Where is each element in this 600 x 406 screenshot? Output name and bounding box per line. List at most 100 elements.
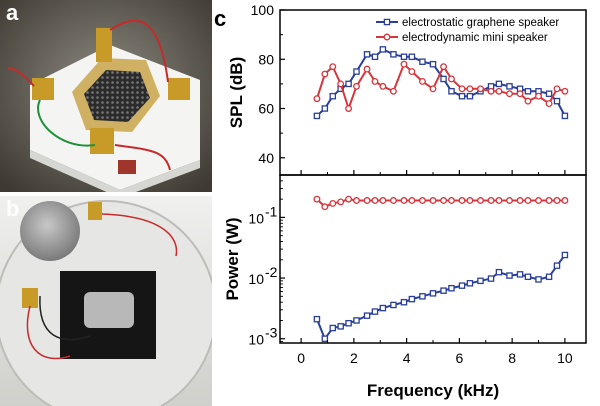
data-point-power-graphene	[466, 280, 474, 287]
y-tick-label-spl: 60	[258, 101, 274, 117]
data-point-power-graphene	[379, 304, 387, 312]
data-point-spl-graphene	[345, 80, 352, 88]
series-line-power-mini	[316, 198, 565, 208]
data-point-spl-mini	[553, 85, 561, 93]
data-point-spl-graphene	[429, 60, 437, 68]
data-point-spl-graphene	[553, 97, 561, 105]
data-point-spl-mini	[345, 105, 353, 112]
y-tick-label-spl: 40	[258, 150, 274, 166]
data-point-power-graphene	[419, 293, 426, 300]
x-tick-label: 4	[403, 350, 411, 366]
data-point-power-mini	[516, 197, 524, 204]
data-point-power-mini	[345, 195, 353, 203]
data-point-power-mini	[371, 197, 379, 204]
series-line-spl-graphene	[316, 48, 566, 117]
photo-panel-b: b	[0, 196, 212, 406]
data-point-power-mini	[561, 197, 569, 204]
data-point-power-graphene	[400, 298, 408, 306]
x-tick-label: 10	[557, 350, 573, 366]
data-point-power-graphene	[390, 301, 397, 309]
data-point-power-mini	[466, 197, 474, 204]
data-point-spl-mini	[535, 92, 542, 100]
legend-entry: electrostatic graphene speaker	[402, 17, 559, 29]
data-point-power-graphene	[408, 295, 416, 303]
data-point-power-graphene	[477, 277, 484, 285]
data-point-power-graphene	[458, 282, 466, 289]
data-point-power-mini	[313, 195, 321, 203]
data-point-spl-graphene	[440, 75, 447, 83]
data-point-spl-mini	[313, 95, 321, 103]
data-point-power-mini	[379, 197, 387, 204]
data-point-spl-mini	[379, 82, 387, 90]
data-point-power-graphene	[371, 308, 379, 315]
x-axis-label: Frequency (kHz)	[367, 381, 499, 400]
data-point-spl-graphene	[390, 51, 397, 58]
panel-label-c: c	[214, 6, 226, 31]
data-point-power-graphene	[524, 273, 532, 281]
data-point-power-graphene	[448, 284, 455, 292]
data-point-spl-graphene	[408, 53, 416, 61]
series-line-spl-mini	[315, 62, 566, 112]
data-point-power-graphene	[329, 324, 337, 332]
data-point-spl-graphene	[466, 92, 474, 100]
data-point-power-graphene	[561, 251, 569, 259]
data-point-power-mini	[535, 197, 542, 204]
data-point-spl-graphene	[400, 53, 408, 61]
data-point-spl-graphene	[561, 112, 569, 120]
data-point-spl-mini	[353, 82, 360, 90]
x-tick-label: 8	[508, 350, 516, 366]
data-point-power-mini	[458, 197, 466, 204]
data-point-power-mini	[429, 197, 437, 204]
y-tick-exponent: -2	[265, 264, 278, 280]
data-point-spl-graphene	[545, 90, 553, 97]
data-point-power-mini	[321, 203, 329, 211]
data-point-power-graphene	[535, 276, 542, 283]
data-point-spl-graphene	[363, 51, 371, 58]
data-point-spl-mini	[371, 77, 379, 85]
data-point-power-mini	[553, 197, 561, 204]
data-point-spl-mini	[495, 87, 503, 95]
data-point-power-graphene	[429, 290, 437, 297]
data-point-power-mini	[408, 197, 416, 204]
data-point-power-mini	[363, 197, 371, 204]
graphene-speaker-photo	[0, 0, 212, 192]
data-point-power-mini	[448, 197, 455, 204]
data-point-power-mini	[418, 197, 426, 204]
data-point-power-graphene	[553, 262, 561, 269]
data-point-power-mini	[329, 199, 337, 207]
data-point-power-mini	[389, 197, 397, 204]
data-point-spl-mini	[337, 80, 345, 88]
legend-entry: electrodynamic mini speaker	[402, 32, 548, 44]
data-point-spl-mini	[545, 100, 553, 108]
series-line-power-graphene	[316, 254, 566, 341]
data-point-power-graphene	[337, 323, 344, 330]
y-tick-label-power: 10	[248, 210, 264, 226]
data-point-power-graphene	[440, 287, 447, 294]
y-tick-label-power: 10	[248, 332, 264, 348]
data-point-power-graphene	[313, 315, 321, 323]
data-point-power-mini	[353, 197, 360, 204]
spl-plot: 40 60 80 100 electrostatic graphene speaker…	[251, 2, 587, 176]
data-point-spl-graphene	[313, 112, 321, 120]
photo-panel-a: a	[0, 0, 212, 192]
panel-label-a: a	[6, 0, 19, 25]
data-point-power-graphene	[321, 335, 329, 342]
data-point-power-mini	[545, 197, 553, 204]
data-point-power-mini	[495, 197, 503, 204]
data-point-power-graphene	[345, 319, 352, 327]
legend: electrostatic graphene speaker electrodyn…	[376, 17, 559, 44]
data-point-spl-mini	[418, 77, 426, 85]
y-axis-label-power: Power (W)	[223, 217, 242, 300]
x-tick-label: 2	[350, 350, 358, 366]
legend-marker	[383, 33, 391, 41]
data-point-spl-mini	[329, 63, 337, 71]
data-point-spl-mini	[408, 68, 416, 76]
data-point-spl-mini	[506, 90, 513, 98]
y-tick-label-spl: 80	[258, 51, 274, 67]
y-tick-exponent: -1	[265, 203, 278, 219]
data-point-spl-mini	[524, 97, 532, 105]
data-point-spl-mini	[321, 70, 329, 78]
data-point-spl-mini	[400, 60, 408, 68]
